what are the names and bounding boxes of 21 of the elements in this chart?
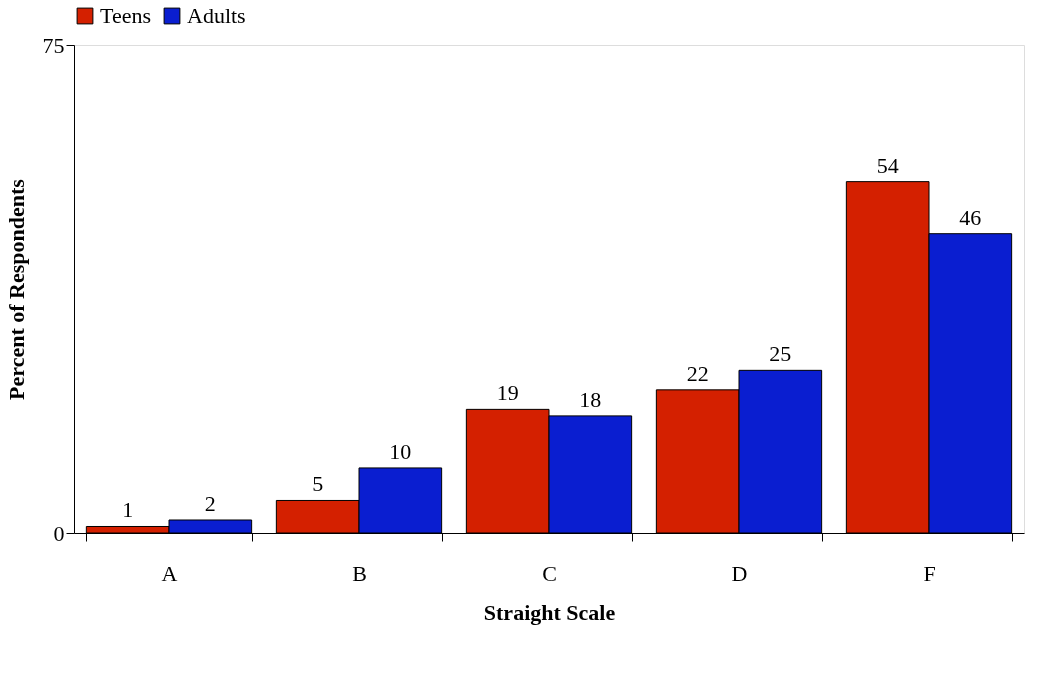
x-tick-label: F bbox=[923, 560, 936, 586]
data-label: 1 bbox=[122, 497, 134, 523]
x-tick-label: B bbox=[352, 560, 367, 586]
data-label: 46 bbox=[959, 204, 982, 230]
data-label: 22 bbox=[686, 360, 709, 386]
y-tick-label: 0 bbox=[53, 520, 65, 546]
data-label: 10 bbox=[389, 438, 412, 464]
data-label: 19 bbox=[496, 380, 519, 406]
x-tick-label: A bbox=[161, 560, 178, 586]
data-label: 18 bbox=[579, 386, 602, 412]
y-axis-title: Percent of Respondents bbox=[3, 178, 29, 400]
x-tick-label: C bbox=[542, 560, 557, 586]
x-axis-title: Straight Scale bbox=[483, 599, 616, 625]
legend-label: Adults bbox=[187, 3, 246, 28]
data-label: 2 bbox=[204, 490, 216, 516]
data-label: 25 bbox=[769, 341, 792, 367]
data-label: 54 bbox=[876, 152, 899, 178]
y-tick-label: 75 bbox=[42, 32, 65, 58]
legend-label: Teens bbox=[100, 3, 151, 28]
x-tick-label: D bbox=[731, 560, 748, 586]
data-label: 5 bbox=[312, 471, 324, 497]
